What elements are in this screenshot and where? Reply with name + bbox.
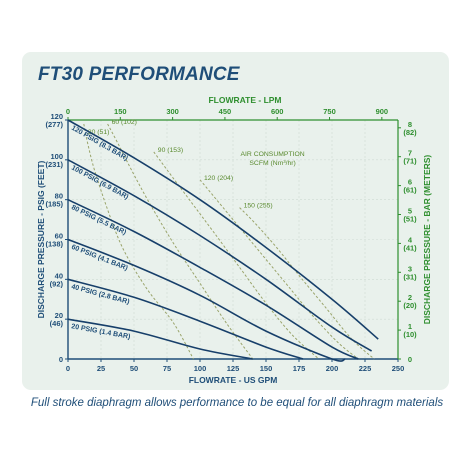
y-tick-sublabel: (92) <box>50 279 64 288</box>
performance-curve-label: 60 PSIG (4.1 BAR) <box>70 244 128 272</box>
y2-tick-sublabel: (61) <box>403 186 417 195</box>
y-tick-label: 100 <box>50 152 63 161</box>
y2-tick-label: 7 <box>408 149 412 158</box>
performance-curve-label: 80 PSIG (5.5 BAR) <box>70 204 127 236</box>
y2-tick-label: 2 <box>408 293 412 302</box>
x-tick-label: 50 <box>130 364 138 373</box>
x2-tick-label: 600 <box>271 107 284 116</box>
chart-title: FT30 PERFORMANCE <box>38 64 240 85</box>
x-tick-label: 100 <box>194 364 207 373</box>
y-tick-sublabel: (185) <box>45 200 63 209</box>
y-tick-label: 60 <box>55 232 63 241</box>
x-tick-label: 175 <box>293 364 306 373</box>
y2-tick-label: 4 <box>408 235 413 244</box>
y2-axis-title: DISCHARGE PRESSURE - BAR (METERS) <box>422 155 432 325</box>
y-tick-label: 20 <box>55 311 63 320</box>
x2-tick-label: 300 <box>166 107 179 116</box>
chart-panel <box>22 52 449 390</box>
air-consumption-label: 60 (102) <box>112 119 137 126</box>
air-consumption-title: AIR CONSUMPTION <box>240 151 304 158</box>
air-consumption-curve <box>83 123 194 360</box>
y-axis-title: DISCHARGE PRESSURE - PSIG (FEET) <box>36 160 46 318</box>
x-tick-label: 25 <box>97 364 105 373</box>
y2-tick-sublabel: (31) <box>403 272 417 281</box>
x-tick-label: 225 <box>359 364 372 373</box>
y2-tick-label: 1 <box>408 322 412 331</box>
x2-tick-label: 150 <box>114 107 127 116</box>
y-tick-sublabel: (277) <box>45 120 63 129</box>
x-tick-label: 0 <box>66 364 70 373</box>
x2-tick-label: 0 <box>66 107 70 116</box>
air-consumption-curve <box>153 151 320 360</box>
y-tick-sublabel: (138) <box>45 240 63 249</box>
y-tick-label: 40 <box>55 271 63 280</box>
x-axis-title: FLOWRATE - US GPM <box>189 375 278 385</box>
air-consumption-curve <box>107 123 254 360</box>
chart-caption: Full stroke diaphragm allows performance… <box>30 397 444 409</box>
y-tick-label: 120 <box>50 112 63 121</box>
y2-tick-label: 5 <box>408 207 412 216</box>
y-tick-sublabel: (46) <box>50 319 64 328</box>
x-tick-label: 200 <box>326 364 339 373</box>
y2-tick-label: 3 <box>408 264 412 273</box>
y2-tick-label: 8 <box>408 120 412 129</box>
air-consumption-label: 150 (255) <box>244 203 273 210</box>
x2-tick-label: 750 <box>323 107 336 116</box>
y2-tick-sublabel: (51) <box>403 215 417 224</box>
air-consumption-curve <box>239 207 375 360</box>
x-tick-label: 125 <box>227 364 240 373</box>
y2-tick-sublabel: (82) <box>403 128 417 137</box>
air-consumption-curve <box>199 179 359 360</box>
performance-curve <box>67 119 379 340</box>
x-tick-label: 250 <box>392 364 405 373</box>
air-consumption-label: 30 (51) <box>88 129 110 136</box>
air-consumption-label: 120 (204) <box>204 175 233 182</box>
x-tick-label: 150 <box>260 364 273 373</box>
performance-curve-label: 40 PSIG (2.8 BAR) <box>70 284 130 306</box>
x2-tick-label: 450 <box>219 107 232 116</box>
x2-tick-label: 900 <box>376 107 389 116</box>
performance-curve-label: 100 PSIG (6.9 BAR) <box>70 164 129 201</box>
y2-tick-label: 0 <box>408 355 412 364</box>
y2-tick-sublabel: (20) <box>403 301 417 310</box>
y2-tick-sublabel: (41) <box>403 243 417 252</box>
y2-tick-sublabel: (10) <box>403 330 417 339</box>
performance-curve <box>67 198 359 360</box>
air-consumption-label: 90 (153) <box>158 147 183 154</box>
y-tick-sublabel: (231) <box>45 160 63 169</box>
y2-tick-label: 6 <box>408 178 412 187</box>
y-tick-label: 0 <box>59 355 63 364</box>
performance-curve <box>67 278 304 360</box>
performance-curve <box>67 159 373 352</box>
x-tick-label: 75 <box>163 364 171 373</box>
y-tick-label: 80 <box>55 192 63 201</box>
y2-tick-sublabel: (71) <box>403 157 417 166</box>
air-consumption-units: SCFM (Nm³/hr) <box>249 160 295 167</box>
x2-axis-title: FLOWRATE - LPM <box>208 95 281 105</box>
performance-curve <box>67 318 253 360</box>
performance-curve <box>67 238 346 362</box>
